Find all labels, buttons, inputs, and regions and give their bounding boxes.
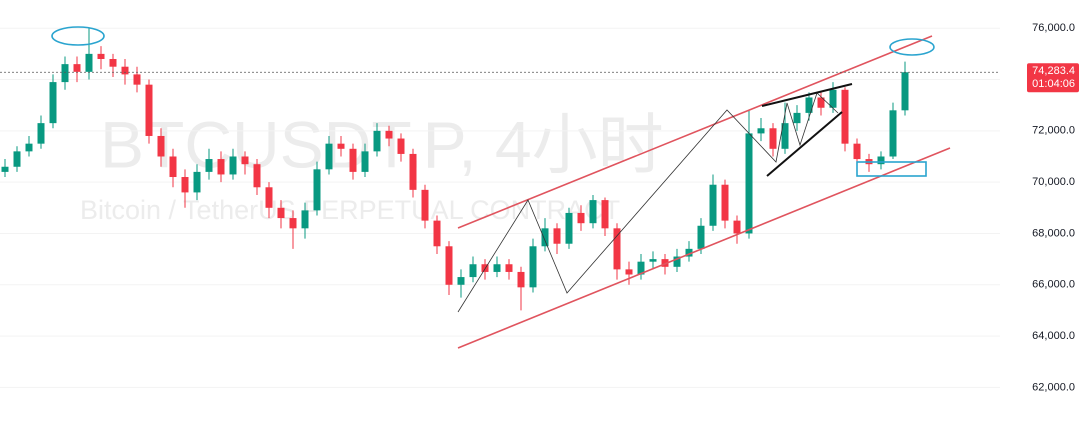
last-price-box xyxy=(1027,63,1079,93)
candle-body xyxy=(61,64,69,83)
candle-body xyxy=(493,264,501,272)
y-tick-label: 66,000.0 xyxy=(1032,279,1075,291)
candle-body xyxy=(397,138,405,154)
candle-body xyxy=(637,261,645,275)
candle-body xyxy=(157,135,165,157)
candle-body xyxy=(769,128,777,149)
candle-body xyxy=(409,153,417,190)
candle-body xyxy=(709,184,717,226)
channel-upper xyxy=(457,35,933,229)
candle-body xyxy=(337,143,345,149)
candle-body xyxy=(13,151,21,167)
candle-body xyxy=(181,177,189,193)
candle-body xyxy=(265,187,273,208)
candle-body xyxy=(781,123,789,149)
candle-body xyxy=(517,271,525,288)
candle-body xyxy=(541,228,549,247)
candle-body xyxy=(805,97,813,113)
candle-body xyxy=(793,112,801,124)
zigzag xyxy=(457,92,839,313)
candle-body xyxy=(421,189,429,221)
candle-body xyxy=(373,130,381,152)
candle-body xyxy=(457,277,465,285)
candle-body xyxy=(37,123,45,144)
highlight-ellipse xyxy=(51,26,105,46)
candle-body xyxy=(649,259,657,262)
candle-body xyxy=(817,97,825,108)
candle-body xyxy=(433,220,441,247)
candle-body xyxy=(661,259,669,267)
y-tick-label: 76,000.0 xyxy=(1032,22,1075,34)
candle-body xyxy=(25,143,33,152)
candle-body xyxy=(685,248,693,257)
candle-body xyxy=(733,220,741,234)
candle-body xyxy=(889,110,897,157)
candle-body xyxy=(217,159,225,175)
candle-body xyxy=(745,133,753,234)
candle-body xyxy=(349,148,357,172)
candle-body xyxy=(505,264,513,272)
candles xyxy=(1,28,909,311)
channel-lower xyxy=(457,147,951,349)
y-tick-label: 68,000.0 xyxy=(1032,227,1075,239)
highlight-ellipse xyxy=(889,38,935,56)
candle-body xyxy=(205,159,213,172)
candle-body xyxy=(901,72,909,111)
candle-body xyxy=(841,89,849,144)
wedge-lower xyxy=(766,111,843,177)
candle-body xyxy=(277,207,285,219)
candle-body xyxy=(601,200,609,229)
candle-body xyxy=(193,171,201,193)
candle-body xyxy=(49,82,57,124)
y-tick-label: 70,000.0 xyxy=(1032,176,1075,188)
candle-body xyxy=(301,210,309,229)
candle-body xyxy=(229,156,237,175)
candle-body xyxy=(73,64,81,72)
candle-body xyxy=(853,143,861,160)
candle-body xyxy=(469,264,477,278)
watermark-description: Bitcoin / TetherUS PERPETUAL CONTRACT xyxy=(80,195,620,225)
candle-body xyxy=(121,66,129,75)
candle-body xyxy=(577,212,585,224)
candle-body xyxy=(721,184,729,221)
candle-body xyxy=(553,228,561,244)
wedge-upper xyxy=(761,83,853,107)
candle-body xyxy=(145,84,153,136)
y-tick-label: 72,000.0 xyxy=(1032,125,1075,137)
candle-body xyxy=(697,225,705,249)
candle-body xyxy=(673,256,681,267)
y-tick-label: 62,000.0 xyxy=(1032,381,1075,393)
candle-body xyxy=(565,212,573,244)
countdown-label: 01:04:06 xyxy=(1032,78,1075,90)
candle-body xyxy=(589,200,597,224)
drawings xyxy=(51,26,951,349)
candle-body xyxy=(325,143,333,170)
candle-body xyxy=(757,128,765,134)
candle-body xyxy=(529,246,537,288)
grid xyxy=(0,27,1000,388)
candle-body xyxy=(241,156,249,165)
candle-body xyxy=(445,246,453,285)
candle-body xyxy=(253,164,261,188)
candle-body xyxy=(385,130,393,139)
candle-body xyxy=(361,151,369,172)
candle-body xyxy=(829,89,837,108)
candle-body xyxy=(313,169,321,211)
candle-body xyxy=(613,228,621,270)
candle-body xyxy=(289,218,297,229)
y-tick-label: 64,000.0 xyxy=(1032,330,1075,342)
last-price-label: 74,283.4 xyxy=(1032,65,1075,77)
candle-body xyxy=(625,269,633,275)
candle-body xyxy=(97,53,105,60)
candle-body xyxy=(109,59,117,67)
highlight-box xyxy=(856,161,927,177)
candle-body xyxy=(877,156,885,165)
watermark-symbol: BTCUSDT.P, 4小时 xyxy=(100,107,664,181)
candle-body xyxy=(133,74,141,85)
candle-body xyxy=(169,156,177,178)
candle-body xyxy=(1,166,9,172)
candle-body xyxy=(85,53,93,72)
